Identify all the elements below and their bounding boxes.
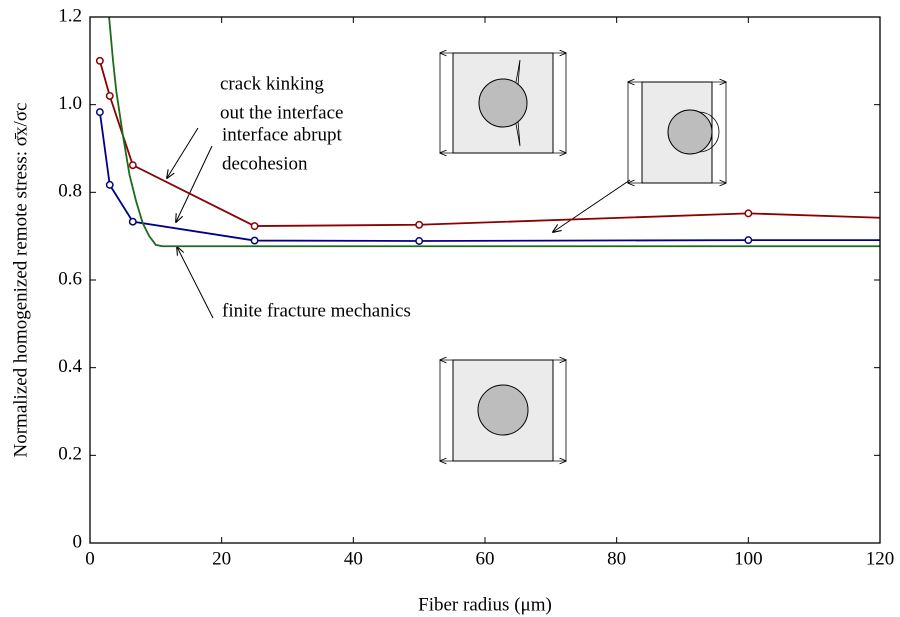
y-axis-label: Normalized homogenized remote stress: σ̄… bbox=[10, 103, 31, 458]
series-marker bbox=[744, 209, 753, 218]
annotation: finite fracture mechanics bbox=[222, 300, 411, 321]
series-marker bbox=[105, 91, 114, 100]
x-tick-label: 40 bbox=[344, 548, 363, 569]
annotation: out the interface bbox=[220, 102, 343, 123]
series-marker bbox=[744, 236, 753, 245]
x-tick-label: 60 bbox=[476, 548, 495, 569]
y-tick-label: 0.8 bbox=[58, 181, 82, 202]
annotation-arrows bbox=[167, 127, 631, 319]
series-marker bbox=[415, 237, 424, 245]
x-tick-label: 20 bbox=[212, 548, 231, 569]
x-tick-label: 100 bbox=[734, 548, 763, 569]
y-tick-label: 0 bbox=[73, 531, 83, 552]
x-tick-label: 120 bbox=[866, 548, 895, 569]
annotation: crack kinking bbox=[220, 73, 324, 94]
x-tick-label: 80 bbox=[607, 548, 626, 569]
y-tick-label: 0.4 bbox=[58, 356, 82, 377]
x-tick-label: 0 bbox=[85, 548, 95, 569]
plot-frame bbox=[89, 16, 881, 544]
y-tick-label: 1.0 bbox=[58, 93, 82, 114]
series-marker bbox=[95, 56, 104, 65]
series-marker bbox=[128, 161, 137, 170]
series-line bbox=[108, 17, 880, 248]
y-tick-label: 1.2 bbox=[58, 5, 82, 26]
inset-decohesion bbox=[628, 82, 726, 183]
inset-kinking bbox=[440, 53, 566, 153]
inset-intact bbox=[440, 360, 566, 461]
series-marker bbox=[250, 236, 259, 245]
x-axis-label: Fiber radius (μm) bbox=[418, 594, 552, 615]
series-marker bbox=[415, 220, 424, 229]
annotation: interface abrupt bbox=[222, 124, 342, 145]
y-tick-label: 0.2 bbox=[58, 444, 82, 465]
series-marker bbox=[105, 180, 114, 189]
annotation: decohesion bbox=[222, 153, 308, 174]
series-marker bbox=[250, 222, 259, 231]
series-marker bbox=[95, 108, 104, 117]
series-marker bbox=[128, 217, 137, 226]
y-tick-label: 0.6 bbox=[58, 268, 82, 289]
